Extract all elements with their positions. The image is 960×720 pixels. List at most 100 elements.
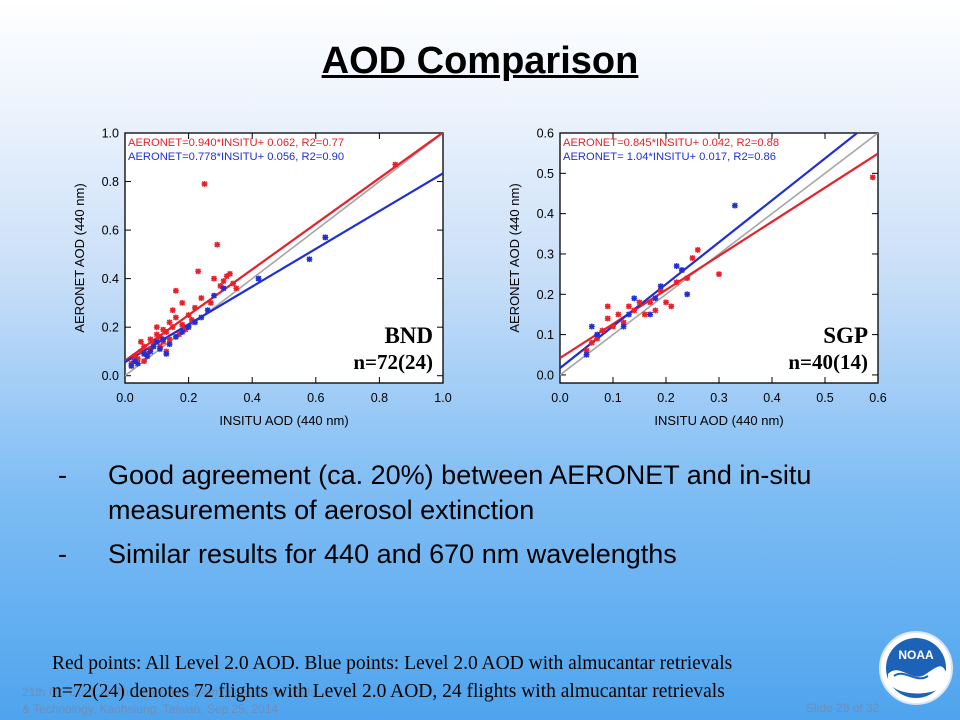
- sgp-scatter-chart: 0.0 0.1 0.2 0.3 0.4 0.5 0.6 0.0 0.1 0.2 0.3 0.4 0.5 0…: [507, 127, 887, 429]
- y-tick-label: 0.6: [537, 127, 554, 141]
- data-point: [673, 279, 680, 286]
- footnotes: Red points: All Level 2.0 AOD. Blue poin…: [52, 650, 892, 706]
- data-point: [227, 270, 233, 277]
- data-point: [392, 161, 399, 168]
- data-point: [166, 319, 173, 326]
- data-point: [198, 314, 205, 321]
- y-tick-label: 0.1: [537, 328, 554, 342]
- data-point: [204, 307, 211, 314]
- bullet-item: - Similar results for 440 and 670 nm wav…: [58, 537, 908, 572]
- data-point: [157, 333, 163, 340]
- data-point: [732, 202, 738, 209]
- data-point: [201, 181, 208, 187]
- data-point: [141, 350, 147, 357]
- data-point: [684, 291, 691, 298]
- data-point: [255, 275, 262, 282]
- fit-equation: AERONET=0.845*INSITU+ 0.042, R2=0.88: [563, 137, 779, 149]
- data-point: [214, 241, 221, 248]
- bullet-item: - Good agreement (ca. 20%) between AERON…: [58, 458, 908, 528]
- plot-area: [559, 132, 879, 384]
- y-tick-label: 0.4: [102, 272, 119, 286]
- y-tick-label: 0.2: [537, 288, 554, 302]
- data-point: [657, 287, 664, 294]
- data-point: [185, 312, 192, 318]
- slide-number: Slide 28 of 32: [806, 701, 880, 715]
- plot-content: [125, 133, 443, 377]
- bullet-marker: -: [58, 460, 67, 490]
- data-point: [166, 336, 173, 343]
- x-tick-label: 0.1: [604, 391, 621, 405]
- x-tick-label: 0.6: [869, 391, 886, 405]
- data-point: [141, 343, 147, 350]
- footnote-counts: n=72(24) denotes 72 flights with Level 2…: [52, 681, 725, 702]
- data-point: [166, 341, 173, 348]
- data-point: [684, 275, 691, 282]
- data-point: [663, 299, 669, 306]
- data-point: [138, 348, 144, 355]
- data-point: [620, 319, 627, 326]
- site-label: SGP: [823, 323, 868, 348]
- data-point: [631, 307, 638, 314]
- data-point: [131, 358, 138, 365]
- data-point: [211, 275, 217, 282]
- bnd-scatter-chart: 0.0 0.2 0.4 0.6 0.8 1.0 0.0 0.2 0.4 0.6 0.8 1.0 INSI…: [72, 127, 452, 429]
- data-point: [179, 329, 186, 335]
- one-to-one-line: [560, 133, 878, 376]
- y-tick-label: 0.8: [102, 175, 119, 189]
- data-point: [147, 348, 154, 355]
- bullet-text-agreement: Good agreement (ca. 20%) between AERONET…: [108, 460, 812, 525]
- y-tick-label: 0.4: [537, 207, 554, 221]
- data-point: [147, 336, 154, 343]
- data-point: [694, 247, 701, 253]
- fit-equation: AERONET=0.778*INSITU+ 0.056, R2=0.90: [128, 151, 344, 163]
- data-point: [322, 234, 329, 241]
- data-point: [141, 358, 147, 365]
- x-tick-label: 0.0: [551, 391, 568, 405]
- data-point: [179, 321, 186, 328]
- x-tick-label: 0.2: [180, 391, 197, 405]
- data-point: [153, 331, 160, 338]
- data-point: [134, 360, 141, 367]
- y-tick-label: 0.3: [537, 247, 554, 261]
- data-point: [220, 278, 227, 284]
- plot-area: [124, 132, 444, 384]
- data-point: [153, 324, 160, 331]
- y-tick-label: 0.6: [102, 224, 119, 238]
- y-tick-label: 1.0: [102, 127, 119, 141]
- data-point: [182, 326, 189, 333]
- data-point: [195, 268, 202, 275]
- bullet-text-wavelengths: Similar results for 440 and 670 nm wavel…: [108, 539, 677, 569]
- data-point: [689, 255, 696, 261]
- data-point: [599, 327, 606, 334]
- data-point: [131, 353, 138, 360]
- data-point: [604, 303, 611, 310]
- data-point: [176, 331, 182, 338]
- data-point: [233, 285, 240, 292]
- footer-conference-line1: 21th Int. Conf. on Nucleation and Atmosp…: [22, 685, 317, 699]
- y-tick-label: 0.0: [102, 369, 119, 383]
- data-point: [169, 324, 176, 331]
- x-tick-label: 0.4: [244, 391, 261, 405]
- data-point: [230, 280, 237, 287]
- count-label: n=72(24): [353, 350, 433, 374]
- noaa-logo-text: NOAA: [898, 648, 934, 662]
- y-axis-label: AERONET AOD (440 nm): [507, 183, 522, 332]
- data-point: [604, 315, 611, 322]
- data-point: [636, 299, 643, 306]
- data-point: [647, 311, 653, 318]
- data-point: [144, 353, 151, 360]
- fit-line: [125, 133, 443, 362]
- count-label: n=40(14): [788, 350, 868, 374]
- data-point: [192, 304, 198, 311]
- data-point: [610, 323, 616, 330]
- slide-title: AOD Comparison: [321, 40, 639, 82]
- x-tick-label: 0.6: [307, 391, 324, 405]
- data-point: [641, 311, 648, 318]
- data-point: [217, 283, 224, 289]
- fit-equation: AERONET= 1.04*INSITU+ 0.017, R2=0.86: [563, 151, 776, 163]
- data-point: [583, 347, 590, 354]
- bullet-list: - Good agreement (ca. 20%) between AERON…: [58, 458, 908, 581]
- data-point: [207, 300, 214, 306]
- data-point: [160, 326, 167, 333]
- data-point: [626, 311, 632, 318]
